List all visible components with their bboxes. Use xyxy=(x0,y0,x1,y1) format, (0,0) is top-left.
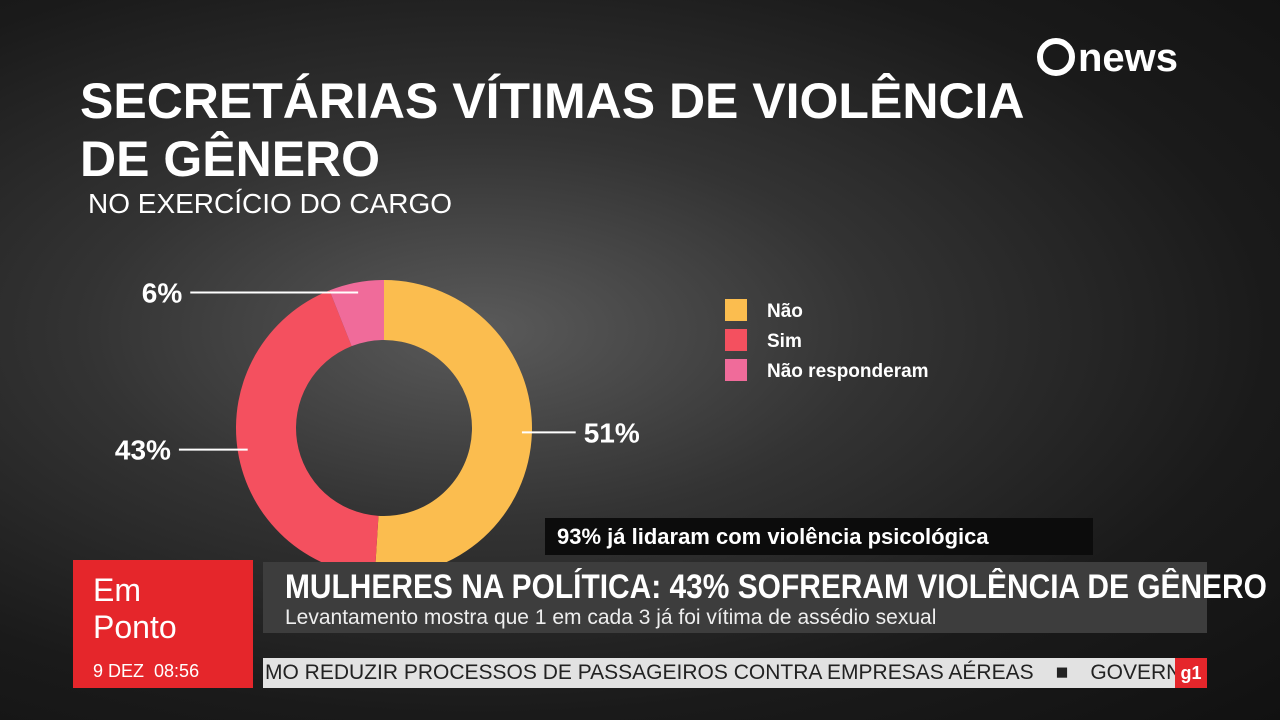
legend-swatch xyxy=(725,329,747,351)
logo: news xyxy=(1078,36,1178,80)
data-label: 6% xyxy=(142,277,183,308)
subheadline: Levantamento mostra que 1 em cada 3 já f… xyxy=(285,606,937,629)
headline-bar: MULHERES NA POLÍTICA: 43% SOFRERAM VIOLÊ… xyxy=(263,562,1267,633)
headline: MULHERES NA POLÍTICA: 43% SOFRERAM VIOLÊ… xyxy=(285,568,1267,606)
data-label: 43% xyxy=(115,435,171,466)
chart-title: SECRETÁRIAS VÍTIMAS DE VIOLÊNCIA DE GÊNER… xyxy=(80,73,1025,187)
ticker: MO REDUZIR PROCESSOS DE PASSAGEIROS CONT… xyxy=(265,661,1034,684)
legend-label: Não responderam xyxy=(767,361,929,382)
legend-swatch xyxy=(725,359,747,381)
data-label: 51% xyxy=(584,417,640,448)
pie-slice xyxy=(329,280,384,347)
pie-slice xyxy=(374,280,533,577)
logo-icon xyxy=(1037,38,1075,76)
legend-swatch xyxy=(725,299,747,321)
caption: 93% já lidaram com violência psicológica xyxy=(545,518,1093,555)
show-name: Em Ponto xyxy=(93,572,177,645)
pie-slice xyxy=(236,290,379,576)
ticker-bar: MO REDUZIR PROCESSOS DE PASSAGEIROS CONT… xyxy=(263,658,1207,688)
show-box: Em Ponto 9 DEZ 08:56 xyxy=(73,560,253,688)
date: 9 DEZ xyxy=(93,661,145,681)
date-time: 9 DEZ 08:56 xyxy=(93,661,199,682)
legend-label: Não xyxy=(767,301,803,322)
legend-label: Sim xyxy=(767,331,802,352)
ticker-separator: ■ xyxy=(1055,661,1069,684)
time: 08:56 xyxy=(154,661,200,681)
chart-subtitle: NO EXERCÍCIO DO CARGO xyxy=(88,188,452,219)
badge: g1 xyxy=(1175,658,1207,688)
